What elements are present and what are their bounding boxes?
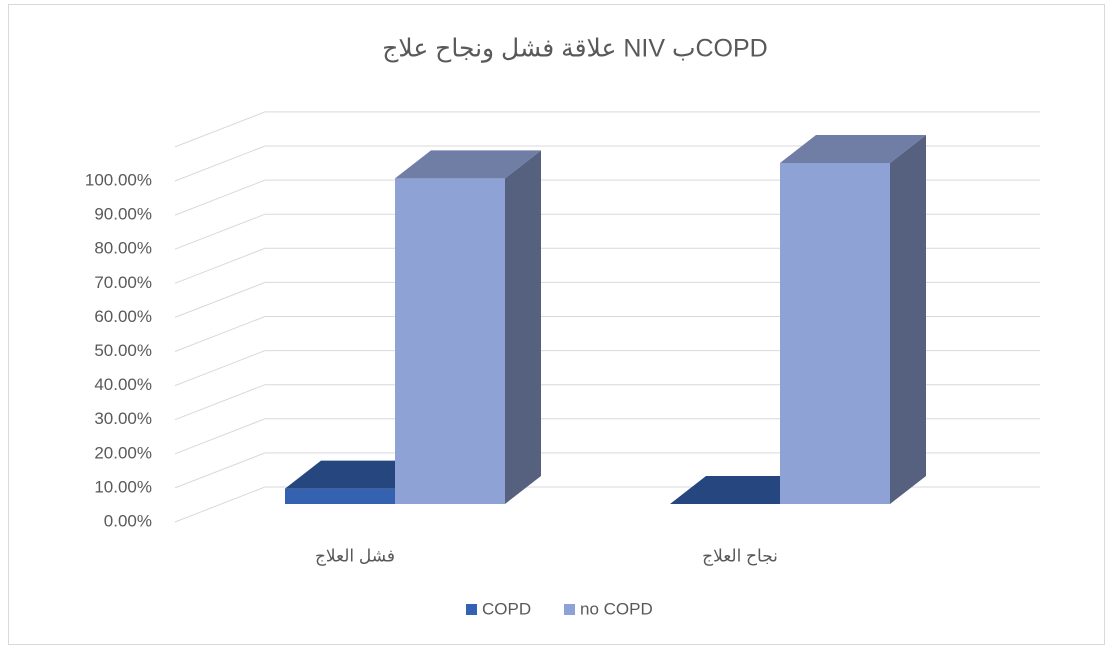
- bar-top: [670, 476, 816, 504]
- y-tick-label: 0.00%: [104, 511, 152, 530]
- chart-title: علاقة فشل ونجاح علاج NIV بCOPD: [382, 35, 767, 64]
- grid-line: [174, 111, 1040, 148]
- bar-side: [890, 135, 926, 504]
- y-tick-label: 90.00%: [94, 205, 152, 224]
- chart-frame: [8, 4, 1105, 645]
- y-tick-label: 10.00%: [94, 477, 152, 496]
- legend-swatch: [564, 604, 575, 615]
- bar-top: [285, 460, 431, 489]
- y-tick-label: 20.00%: [94, 443, 152, 462]
- x-tick-label: فشل العلاج: [315, 546, 395, 566]
- bar: [285, 488, 395, 504]
- x-tick-label: نجاح العلاج: [702, 546, 778, 566]
- legend-label: COPD: [482, 599, 531, 618]
- y-tick-label: 100.00%: [85, 170, 152, 189]
- y-tick-label: 70.00%: [94, 273, 152, 292]
- bar: [780, 163, 890, 504]
- bar-top: [780, 135, 926, 163]
- bar-side: [505, 150, 541, 504]
- y-tick-label: 80.00%: [94, 239, 152, 258]
- legend-swatch: [466, 604, 477, 615]
- legend-label: no COPD: [580, 599, 653, 618]
- y-tick-label: 40.00%: [94, 375, 152, 394]
- grid-line: [174, 145, 1040, 182]
- bar: [395, 178, 505, 504]
- y-tick-label: 50.00%: [94, 341, 152, 360]
- bar-top: [395, 150, 541, 179]
- y-tick-label: 30.00%: [94, 409, 152, 428]
- y-tick-label: 60.00%: [94, 307, 152, 326]
